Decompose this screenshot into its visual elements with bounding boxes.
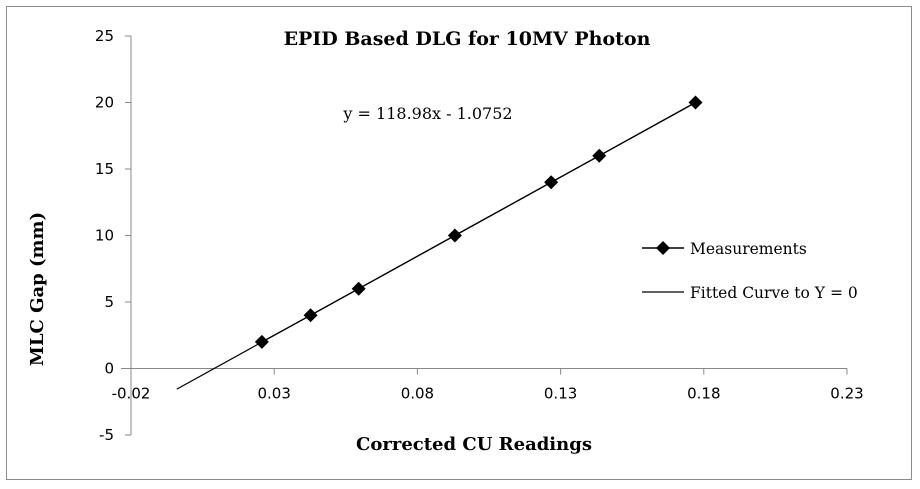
x-axis-title: Corrected CU Readings (356, 434, 592, 455)
x-tick-label: 0.08 (401, 385, 434, 403)
y-ticks: -5 0 5 10 15 20 25 (95, 27, 131, 444)
y-tick-label: 5 (104, 293, 114, 311)
x-ticks: -0.02 0.03 0.08 0.13 0.18 0.23 (112, 368, 864, 403)
y-axis-title: MLC Gap (mm) (27, 212, 48, 366)
legend-fit-label: Fitted Curve to Y = 0 (690, 284, 858, 302)
trendline-equation: y = 118.98x - 1.0752 (342, 104, 512, 123)
axes (121, 36, 847, 435)
x-tick-label: 0.03 (257, 385, 290, 403)
measurement-points (254, 95, 703, 349)
y-tick-label: 20 (95, 94, 114, 112)
measurement-point (447, 228, 462, 243)
x-tick-label: 0.18 (687, 385, 720, 403)
y-tick-label: 0 (104, 360, 114, 378)
y-tick-label: 25 (95, 27, 114, 45)
legend-measurements-label: Measurements (690, 240, 807, 258)
measurement-point (351, 281, 366, 296)
legend: Measurements Fitted Curve to Y = 0 (642, 240, 858, 302)
measurements-line (261, 101, 696, 343)
measurement-point (592, 148, 607, 163)
y-tick-label: -5 (99, 426, 114, 444)
y-tick-label: 15 (95, 160, 114, 178)
measurement-point (303, 308, 318, 323)
measurement-point (688, 95, 703, 110)
measurement-point (544, 175, 559, 190)
legend-measurements-marker (656, 241, 670, 255)
chart-frame (6, 6, 912, 480)
x-tick-label: 0.13 (544, 385, 577, 403)
chart-title: EPID Based DLG for 10MV Photon (284, 28, 651, 50)
measurement-point (254, 334, 269, 349)
x-tick-label: 0.23 (830, 385, 863, 403)
x-tick-label: -0.02 (112, 385, 151, 403)
y-tick-label: 10 (95, 227, 114, 245)
